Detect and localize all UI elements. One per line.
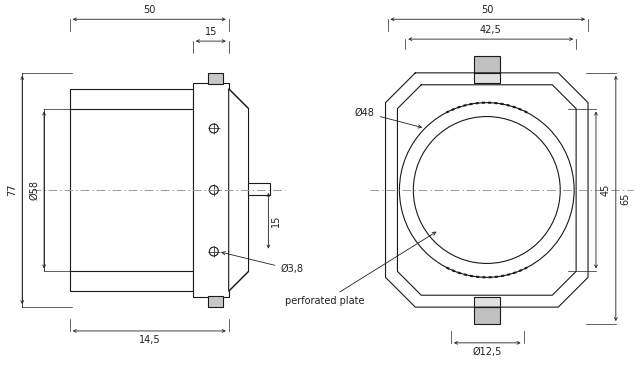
Text: 77: 77 xyxy=(7,184,17,196)
Polygon shape xyxy=(229,89,249,291)
Text: 42,5: 42,5 xyxy=(480,25,502,35)
Text: 65: 65 xyxy=(621,192,630,204)
Text: 50: 50 xyxy=(482,5,494,15)
Circle shape xyxy=(209,247,218,256)
Text: perforated plate: perforated plate xyxy=(285,232,436,306)
Text: 15: 15 xyxy=(271,215,281,227)
Text: 14,5: 14,5 xyxy=(138,335,160,345)
Text: Ø58: Ø58 xyxy=(29,180,39,200)
Bar xyxy=(474,73,500,83)
Circle shape xyxy=(209,186,218,194)
Bar xyxy=(474,56,500,73)
Bar xyxy=(247,183,270,195)
Text: Ø12,5: Ø12,5 xyxy=(473,347,502,357)
Text: 45: 45 xyxy=(601,184,611,196)
Bar xyxy=(474,297,500,307)
Bar xyxy=(193,83,229,297)
Text: Ø48: Ø48 xyxy=(355,108,421,128)
Bar xyxy=(208,73,223,84)
Text: Ø3,8: Ø3,8 xyxy=(222,252,303,274)
Circle shape xyxy=(413,116,560,263)
Bar xyxy=(208,296,223,307)
Circle shape xyxy=(399,103,574,277)
Text: 50: 50 xyxy=(143,5,155,15)
Bar xyxy=(70,89,193,291)
Text: 15: 15 xyxy=(205,27,217,37)
Circle shape xyxy=(209,124,218,133)
Bar xyxy=(474,307,500,324)
